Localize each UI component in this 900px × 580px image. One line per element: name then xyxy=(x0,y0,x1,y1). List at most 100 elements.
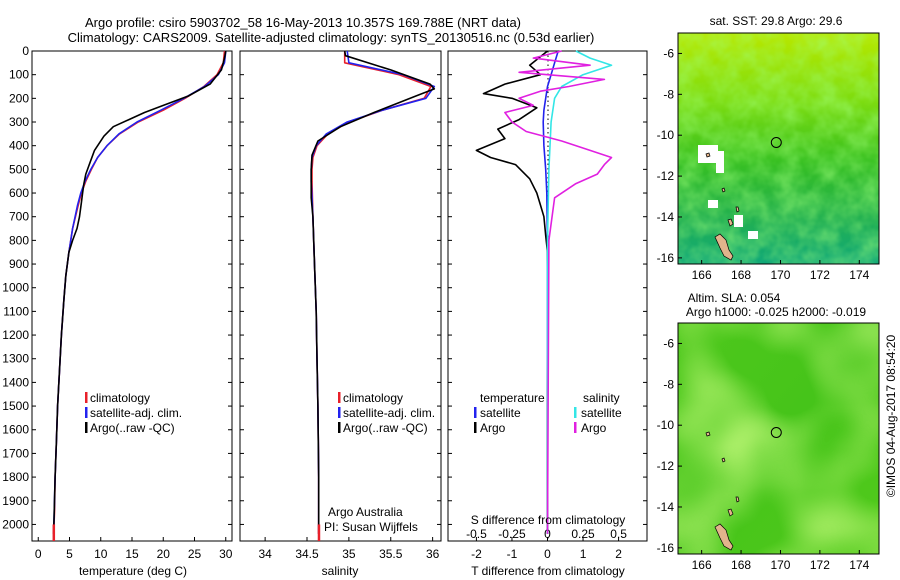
salinity-axis-label: salinity xyxy=(322,564,359,578)
sla-lat-ticks: -6 -8 -10 -12 -14 -16 xyxy=(657,336,682,555)
lon-tick-label: 168 xyxy=(731,268,751,282)
depth-tick-label: 400 xyxy=(9,139,29,153)
x-tick-label: 35.5 xyxy=(379,547,403,561)
sst-lat-ticks: -6 -8 -10 -12 -14 -16 xyxy=(657,46,682,265)
climatology-end-mark xyxy=(52,524,56,541)
legend-climatology: climatology xyxy=(343,391,403,405)
salinity-panel: 34 34.5 35 35.5 36 salinity climatology sate… xyxy=(239,50,442,578)
x-tick-label: 30 xyxy=(219,547,233,561)
depth-tick-label: 1800 xyxy=(2,470,29,484)
lat-tick-label: -10 xyxy=(657,128,675,142)
x-tick-label: -1 xyxy=(507,547,518,561)
depth-tick-label: 1400 xyxy=(2,375,29,389)
legend-t-argo: Argo xyxy=(480,421,506,435)
sla-land xyxy=(705,431,740,551)
depth-tick-label: 0 xyxy=(22,44,29,58)
sst-map-panel: sat. SST: 29.8 Argo: 29.6 166 168 170 172 17… xyxy=(657,14,880,282)
salinity-profiles xyxy=(310,50,436,541)
legend-s-argo: Argo xyxy=(581,421,607,435)
legend-argo: Argo(..raw -QC) xyxy=(90,421,175,435)
sst-lon-ticks: 166 168 170 172 174 xyxy=(692,260,870,282)
sla-map-panel: Altim. SLA: 0.054 Argo h1000: -0.025 h20… xyxy=(657,291,880,572)
sst-argo-marker xyxy=(770,137,782,148)
depth-tick-label: 1000 xyxy=(2,281,29,295)
side-stamp: ©IMOS 04-Aug-2017 08:54:20 xyxy=(884,335,898,498)
sla-map-title: Altim. SLA: 0.054 xyxy=(688,291,781,305)
sla-texture xyxy=(678,323,879,554)
x-tick-label: -2 xyxy=(471,547,482,561)
depth-tick-label: 1300 xyxy=(2,352,29,366)
x-tick-label: 34.5 xyxy=(295,547,319,561)
x-tick-label: 0 xyxy=(544,547,551,561)
argo-t-difference-line xyxy=(475,50,550,534)
legend-s-satellite: satellite xyxy=(581,406,622,420)
salinity-axis-ticks: 34 34.5 35 35.5 36 xyxy=(258,537,440,561)
satellite-s-difference-line xyxy=(546,50,613,534)
difference-profiles xyxy=(475,50,613,534)
s-tick-label: 0.5 xyxy=(610,527,627,541)
x-tick-label: 10 xyxy=(94,547,108,561)
difference-depth-ticks xyxy=(448,50,647,525)
legend-satellite-adj: satellite-adj. clim. xyxy=(343,406,435,420)
depth-tick-label: 1100 xyxy=(3,304,29,318)
lon-tick-label: 166 xyxy=(692,268,712,282)
temperature-axis-label: temperature (deg C) xyxy=(79,564,187,578)
lat-tick-label: -14 xyxy=(657,500,675,514)
lat-tick-label: -16 xyxy=(657,541,675,555)
header-line-2: Climatology: CARS2009. Satellite-adjuste… xyxy=(68,30,595,45)
sst-land xyxy=(705,152,740,261)
salinity-depth-ticks xyxy=(240,50,441,525)
x-tick-label: 5 xyxy=(66,547,73,561)
argo-salinity-line xyxy=(310,50,436,534)
temperature-axis-ticks: 0 5 10 15 20 25 30 xyxy=(35,537,233,561)
depth-tick-label: 300 xyxy=(9,115,29,129)
legend-argo: Argo(..raw -QC) xyxy=(343,421,428,435)
depth-tick-label: 600 xyxy=(9,186,29,200)
x-tick-label: 0 xyxy=(35,547,42,561)
lat-tick-label: -14 xyxy=(657,210,675,224)
salinity-legend: climatology satellite-adj. clim. Argo(..… xyxy=(338,391,435,435)
x-tick-label: 34 xyxy=(258,547,272,561)
argo-s-difference-line xyxy=(504,50,613,534)
s-difference-axis-ticks: -0.5-0.2500.250.5 xyxy=(466,527,627,541)
argo-temperature-line xyxy=(52,50,227,534)
climatology-end-mark xyxy=(317,524,321,541)
sla-map-frame xyxy=(677,322,880,555)
legend-satellite-adj: satellite-adj. clim. xyxy=(90,406,182,420)
lon-tick-label: 170 xyxy=(770,558,790,572)
x-tick-label: 2 xyxy=(615,547,622,561)
temperature-legend: climatology satellite-adj. clim. Argo(..… xyxy=(85,391,182,435)
x-tick-label: 25 xyxy=(188,547,202,561)
s-tick-label: -0.25 xyxy=(498,527,526,541)
depth-tick-label: 900 xyxy=(9,257,29,271)
lat-tick-label: -6 xyxy=(663,336,674,350)
t-difference-axis-label: T difference from climatology xyxy=(471,564,625,578)
depth-axis-ticks: 0 100 200 300 400 500 600 700 800 900 1000 1100 1200… xyxy=(2,44,232,531)
lat-tick-label: -16 xyxy=(657,251,675,265)
depth-tick-label: 1500 xyxy=(2,399,29,413)
s-difference-axis-label: S difference from climatology xyxy=(471,513,626,527)
depth-tick-label: 200 xyxy=(9,91,29,105)
x-tick-label: 1 xyxy=(580,547,587,561)
salinity-plot-frame xyxy=(239,50,442,542)
legend-salinity-heading: salinity xyxy=(583,391,620,405)
climatology-temperature-line xyxy=(52,50,226,534)
sst-map-area xyxy=(678,33,879,264)
lon-tick-label: 174 xyxy=(849,558,869,572)
lon-tick-label: 172 xyxy=(810,268,830,282)
depth-tick-label: 500 xyxy=(9,162,29,176)
credit-line-2: PI: Susan Wijffels xyxy=(324,520,418,534)
difference-temperature-legend: temperature satellite Argo xyxy=(474,391,545,435)
x-tick-label: 15 xyxy=(125,547,139,561)
depth-tick-label: 1900 xyxy=(2,494,29,508)
depth-tick-label: 1700 xyxy=(2,446,29,460)
lon-tick-label: 170 xyxy=(770,268,790,282)
sst-map-title: sat. SST: 29.8 Argo: 29.6 xyxy=(710,14,843,28)
depth-tick-label: 1600 xyxy=(2,423,29,437)
sst-map-frame xyxy=(677,32,880,265)
satellite-temperature-line xyxy=(52,50,227,534)
legend-climatology: climatology xyxy=(90,391,150,405)
depth-tick-label: 1200 xyxy=(2,328,29,342)
